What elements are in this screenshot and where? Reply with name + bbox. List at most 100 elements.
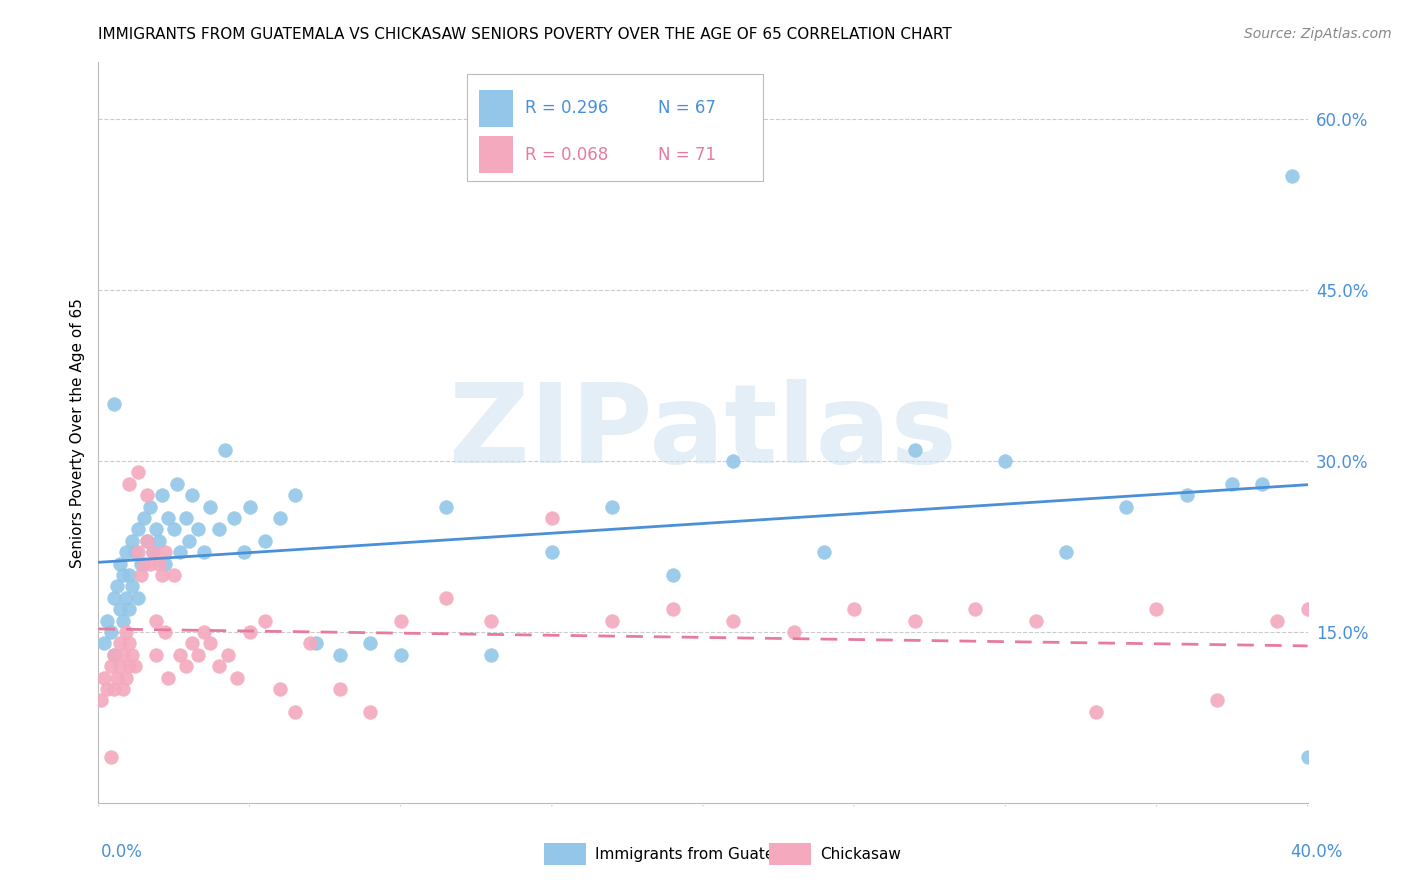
Point bbox=[360, 636, 382, 650]
Point bbox=[139, 557, 162, 571]
Point bbox=[217, 648, 239, 662]
Point bbox=[305, 636, 328, 650]
Point bbox=[127, 545, 149, 559]
Point bbox=[169, 648, 191, 662]
Point bbox=[127, 523, 149, 537]
Point bbox=[329, 681, 352, 696]
Point bbox=[100, 624, 122, 639]
Point bbox=[1175, 488, 1198, 502]
Point bbox=[135, 488, 157, 502]
Point bbox=[118, 602, 141, 616]
Point bbox=[193, 624, 215, 639]
Point bbox=[481, 648, 503, 662]
Point bbox=[93, 636, 115, 650]
Point bbox=[156, 511, 179, 525]
Point bbox=[208, 523, 231, 537]
Point bbox=[114, 624, 136, 639]
Point bbox=[200, 500, 222, 514]
Point bbox=[187, 648, 209, 662]
Text: N = 71: N = 71 bbox=[658, 146, 716, 164]
Point bbox=[214, 442, 236, 457]
Point bbox=[181, 636, 204, 650]
Point bbox=[540, 545, 562, 559]
Point bbox=[200, 636, 222, 650]
Point bbox=[153, 557, 176, 571]
Text: 0.0%: 0.0% bbox=[101, 843, 143, 861]
Point bbox=[1296, 750, 1319, 764]
Point bbox=[284, 705, 307, 719]
Point bbox=[142, 545, 165, 559]
Point bbox=[174, 659, 197, 673]
Point bbox=[129, 557, 152, 571]
Point bbox=[93, 671, 115, 685]
Text: R = 0.068: R = 0.068 bbox=[526, 146, 609, 164]
Point bbox=[169, 545, 191, 559]
Point bbox=[153, 545, 176, 559]
Point bbox=[139, 500, 162, 514]
Point bbox=[965, 602, 987, 616]
Point bbox=[103, 681, 125, 696]
FancyBboxPatch shape bbox=[467, 73, 763, 181]
Text: N = 67: N = 67 bbox=[658, 99, 716, 117]
Text: ZIPatlas: ZIPatlas bbox=[449, 379, 957, 486]
Point bbox=[103, 648, 125, 662]
Point bbox=[540, 511, 562, 525]
Point bbox=[389, 614, 412, 628]
Point bbox=[226, 671, 249, 685]
Point bbox=[661, 568, 683, 582]
Point bbox=[224, 511, 246, 525]
Point bbox=[150, 568, 173, 582]
Point bbox=[108, 602, 131, 616]
Point bbox=[232, 545, 254, 559]
Point bbox=[329, 648, 352, 662]
Point bbox=[90, 693, 112, 707]
Point bbox=[127, 591, 149, 605]
Point bbox=[105, 671, 128, 685]
Point bbox=[389, 648, 412, 662]
Point bbox=[121, 579, 143, 593]
Point bbox=[111, 568, 134, 582]
Point bbox=[114, 545, 136, 559]
Text: Source: ZipAtlas.com: Source: ZipAtlas.com bbox=[1244, 27, 1392, 41]
Point bbox=[114, 671, 136, 685]
Text: Immigrants from Guatemala: Immigrants from Guatemala bbox=[595, 847, 813, 862]
Point bbox=[1220, 476, 1243, 491]
Point bbox=[118, 568, 141, 582]
Point bbox=[1341, 614, 1364, 628]
Point bbox=[148, 533, 170, 548]
Point bbox=[481, 614, 503, 628]
Point bbox=[145, 614, 167, 628]
Point bbox=[148, 557, 170, 571]
Point bbox=[105, 579, 128, 593]
FancyBboxPatch shape bbox=[479, 136, 513, 173]
Text: IMMIGRANTS FROM GUATEMALA VS CHICKASAW SENIORS POVERTY OVER THE AGE OF 65 CORREL: IMMIGRANTS FROM GUATEMALA VS CHICKASAW S… bbox=[98, 27, 952, 42]
Point bbox=[96, 681, 118, 696]
Point bbox=[284, 488, 307, 502]
Point bbox=[1206, 693, 1229, 707]
Point bbox=[145, 648, 167, 662]
Point bbox=[208, 659, 231, 673]
Point bbox=[179, 533, 201, 548]
Point bbox=[111, 648, 134, 662]
Point bbox=[1054, 545, 1077, 559]
Point bbox=[269, 681, 291, 696]
Point bbox=[1024, 614, 1046, 628]
Point bbox=[1327, 693, 1350, 707]
Point bbox=[118, 476, 141, 491]
FancyBboxPatch shape bbox=[479, 90, 513, 127]
Point bbox=[132, 557, 155, 571]
Point bbox=[121, 533, 143, 548]
Point bbox=[1085, 705, 1108, 719]
Y-axis label: Seniors Poverty Over the Age of 65: Seniors Poverty Over the Age of 65 bbox=[69, 298, 84, 567]
Point bbox=[1281, 169, 1303, 184]
Point bbox=[174, 511, 197, 525]
Text: Chickasaw: Chickasaw bbox=[820, 847, 901, 862]
Point bbox=[114, 591, 136, 605]
Point bbox=[135, 533, 157, 548]
Point bbox=[100, 659, 122, 673]
Point bbox=[434, 591, 457, 605]
Point bbox=[118, 659, 141, 673]
Point bbox=[156, 671, 179, 685]
Point bbox=[269, 511, 291, 525]
Point bbox=[163, 523, 186, 537]
